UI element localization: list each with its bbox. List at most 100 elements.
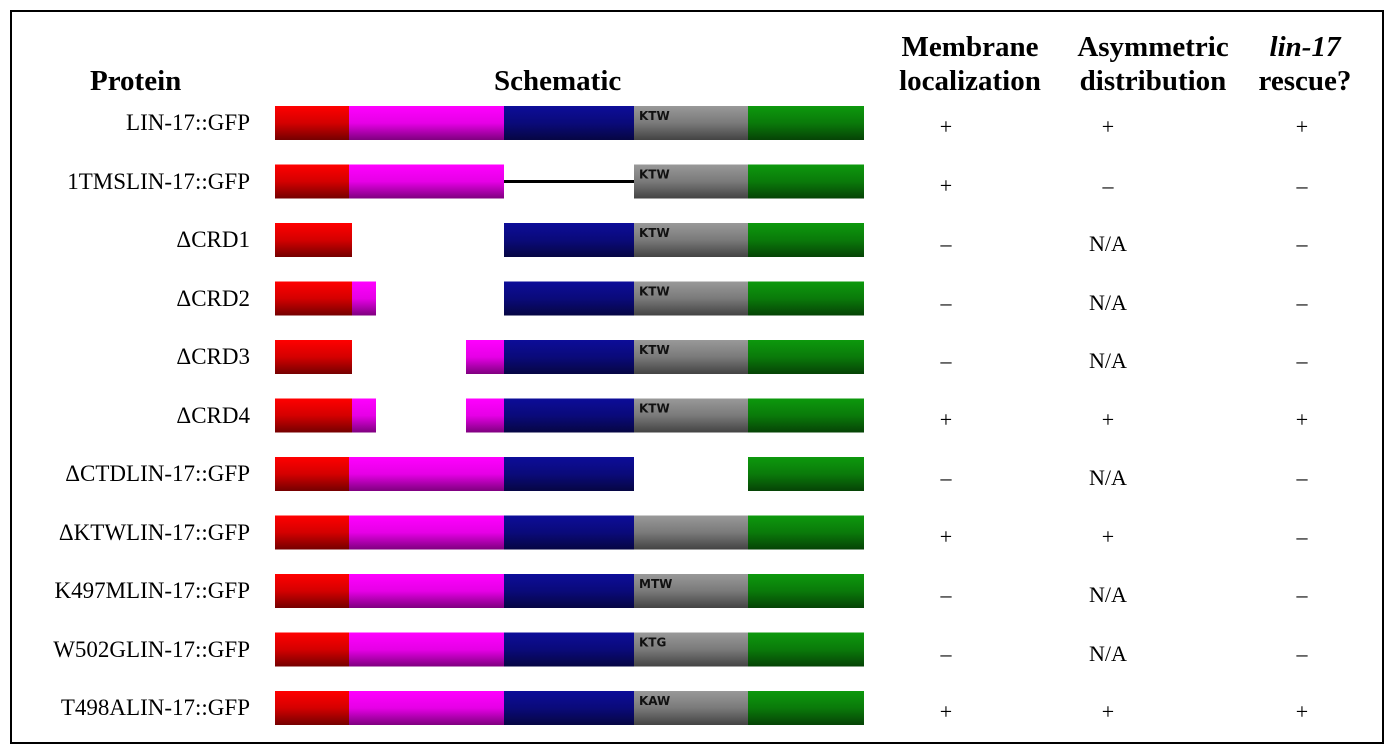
red-domain-segment <box>275 106 349 140</box>
gray-domain-segment <box>634 340 748 374</box>
gray-domain-segment <box>634 164 748 199</box>
red-domain-segment <box>275 574 349 608</box>
red-domain-segment <box>275 515 349 550</box>
header-asymmetric-line2: distribution <box>1079 65 1227 97</box>
motif-label: KTG <box>639 636 666 650</box>
green-domain-segment <box>748 340 864 374</box>
motif-label: KTW <box>639 109 670 123</box>
membrane-value: – <box>940 231 952 256</box>
red-domain-segment <box>275 398 352 433</box>
header-asymmetric-line1: Asymmetric <box>1077 31 1229 63</box>
magenta-domain-segment <box>349 106 504 140</box>
header-rescue-line1: lin-17 <box>1269 31 1341 63</box>
navy-domain-segment <box>504 106 634 140</box>
magenta-domain-segment <box>352 281 376 316</box>
membrane-value: – <box>940 348 952 373</box>
red-domain-segment <box>275 691 349 725</box>
protein-label: 1TMSLIN-17::GFP <box>67 168 250 194</box>
asymmetric-value: + <box>1101 699 1115 724</box>
motif-label: KTW <box>639 402 670 416</box>
asymmetric-value: N/A <box>1089 289 1127 315</box>
red-domain-segment <box>275 164 349 199</box>
gray-domain-segment <box>634 691 748 725</box>
protein-label: K497MLIN-17::GFP <box>54 578 250 603</box>
magenta-domain-segment <box>349 515 504 550</box>
protein-label: T498ALIN-17::GFP <box>60 695 250 720</box>
rescue-value: – <box>1296 465 1308 490</box>
protein-label: W502GLIN-17::GFP <box>53 636 250 662</box>
rescue-value: + <box>1295 406 1309 432</box>
rescue-value: + <box>1295 699 1309 724</box>
rescue-value: – <box>1296 289 1308 315</box>
protein-label: ΔCRD2 <box>176 285 250 311</box>
navy-domain-segment <box>504 398 634 433</box>
header-rescue: lin-17 rescue? <box>1250 30 1360 98</box>
green-domain-segment <box>748 223 864 257</box>
membrane-value: + <box>939 114 953 139</box>
header-membrane-line2: localization <box>899 65 1041 97</box>
navy-domain-segment <box>504 340 634 374</box>
green-domain-segment <box>748 281 864 316</box>
navy-domain-segment <box>504 632 634 667</box>
navy-domain-segment <box>504 691 634 725</box>
motif-label: MTW <box>639 577 672 591</box>
magenta-domain-segment <box>466 398 504 433</box>
navy-domain-segment <box>504 515 634 550</box>
header-schematic: Schematic <box>494 65 622 97</box>
gray-domain-segment <box>634 281 748 316</box>
rescue-value: – <box>1296 348 1308 373</box>
asymmetric-value: – <box>1102 172 1114 198</box>
gray-domain-segment <box>634 106 748 140</box>
magenta-domain-segment <box>352 398 376 433</box>
motif-label: KTW <box>639 168 670 182</box>
green-domain-segment <box>748 574 864 608</box>
gray-domain-segment <box>634 398 748 433</box>
magenta-domain-segment <box>466 340 504 374</box>
membrane-value: + <box>939 406 953 432</box>
header-membrane-line1: Membrane <box>901 31 1039 63</box>
protein-label: LIN-17::GFP <box>126 110 250 135</box>
gray-domain-segment <box>634 632 748 667</box>
header-membrane: Membrane localization <box>890 30 1050 98</box>
asymmetric-value: N/A <box>1089 231 1127 256</box>
magenta-domain-segment <box>349 574 504 608</box>
motif-label: KTW <box>639 343 670 357</box>
protein-label: ΔCTDLIN-17::GFP <box>65 461 250 486</box>
navy-domain-segment <box>504 457 634 491</box>
navy-domain-segment <box>504 281 634 316</box>
protein-label: ΔCRD3 <box>176 344 250 369</box>
protein-label: ΔCRD4 <box>176 402 250 428</box>
asymmetric-value: N/A <box>1089 348 1127 373</box>
red-domain-segment <box>275 223 352 257</box>
rescue-value: + <box>1295 114 1309 139</box>
membrane-value: – <box>940 289 952 315</box>
membrane-value: – <box>940 582 952 607</box>
asymmetric-value: + <box>1101 406 1115 432</box>
motif-label: KTW <box>639 285 670 299</box>
header-protein: Protein <box>90 65 182 97</box>
header-rescue-line2: rescue? <box>1258 65 1352 97</box>
protein-label: ΔCRD1 <box>176 227 250 252</box>
green-domain-segment <box>748 398 864 433</box>
protein-label: ΔKTWLIN-17::GFP <box>58 519 250 545</box>
gray-domain-segment <box>634 515 748 550</box>
rescue-value: – <box>1296 231 1308 256</box>
membrane-value: + <box>939 172 953 198</box>
red-domain-segment <box>275 281 352 316</box>
red-domain-segment <box>275 340 352 374</box>
motif-label: KTW <box>639 226 670 240</box>
magenta-domain-segment <box>349 457 504 491</box>
green-domain-segment <box>748 515 864 550</box>
navy-domain-segment <box>504 574 634 608</box>
rescue-value: – <box>1296 582 1308 607</box>
asymmetric-value: N/A <box>1089 640 1127 666</box>
magenta-domain-segment <box>349 632 504 667</box>
asymmetric-value: + <box>1101 523 1115 549</box>
red-domain-segment <box>275 632 349 667</box>
asymmetric-value: N/A <box>1089 465 1127 490</box>
motif-label: KAW <box>639 694 670 708</box>
green-domain-segment <box>748 691 864 725</box>
magenta-domain-segment <box>349 164 504 199</box>
membrane-value: + <box>939 523 953 549</box>
